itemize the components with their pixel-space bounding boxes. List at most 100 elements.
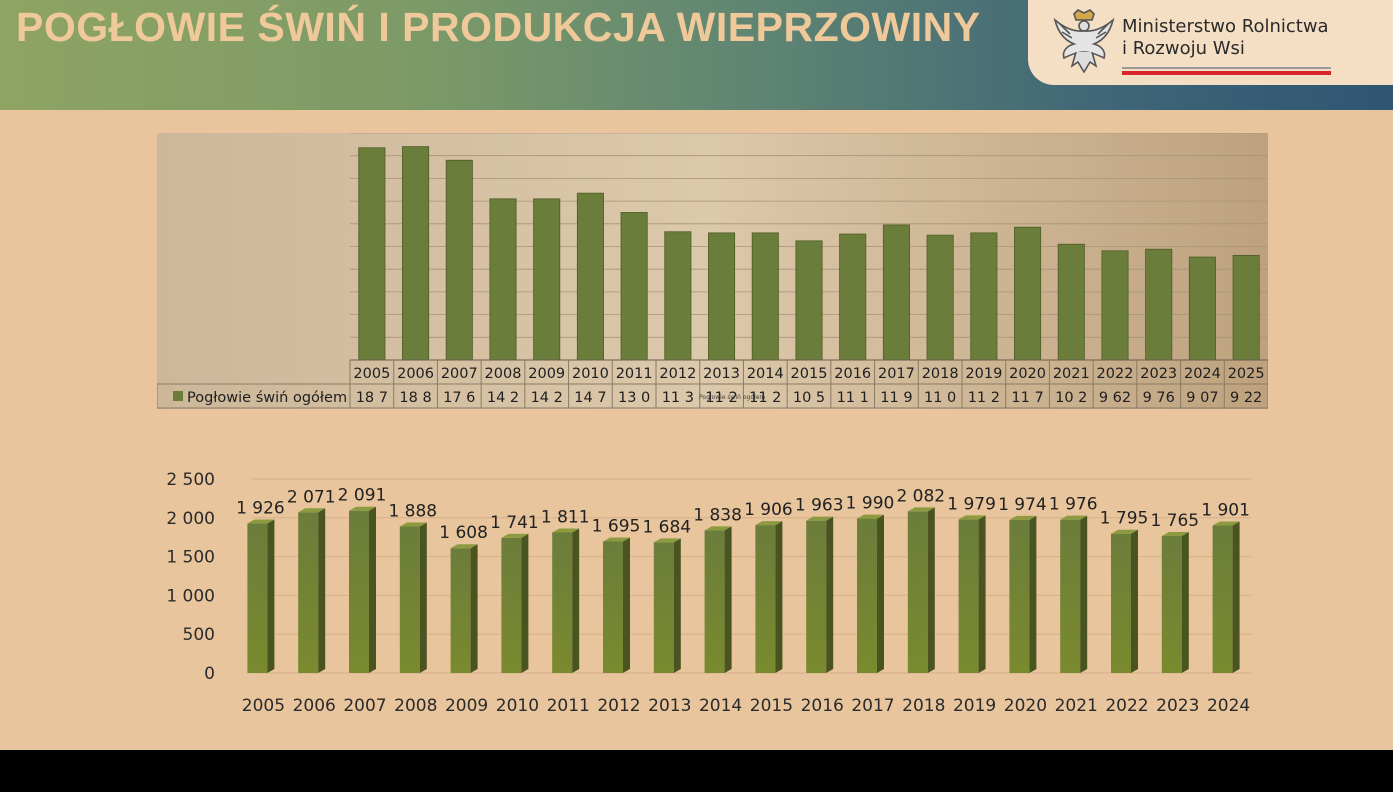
chart2-value-label: 2 082: [896, 486, 945, 506]
chart2-bar-side: [419, 522, 427, 673]
chart2-value-label: 1 990: [846, 494, 895, 514]
chart2-bar-2023: [1161, 536, 1182, 673]
chart2-bar-side: [1232, 521, 1240, 673]
chart1-bar-2006: [402, 146, 430, 361]
chart2-bar-2013: [653, 542, 674, 673]
chart2-bar-side: [877, 514, 884, 673]
chart2-category-label: 2021: [1055, 696, 1098, 716]
chart2-value-label: 1 765: [1150, 511, 1199, 531]
chart1-category-label: 2010: [572, 366, 609, 382]
chart1-category-label: 2005: [353, 366, 390, 382]
chart1-category-label: 2017: [878, 366, 915, 382]
chart2-bar-side: [978, 515, 986, 673]
chart1-table-value: 11 7: [1011, 390, 1043, 406]
chart2-bar-2022: [1111, 533, 1131, 673]
chart2-value-label: 1 795: [1100, 509, 1149, 529]
chart1-table-value: 10 5: [793, 390, 825, 406]
chart2-bar-2006: [298, 512, 319, 673]
chart2-bar-top: [1111, 529, 1138, 534]
chart2-bar-top: [857, 514, 884, 519]
chart2-bar-2017: [857, 518, 877, 673]
chart1-category-label: 2025: [1228, 366, 1265, 382]
chart1-category-label: 2023: [1140, 366, 1177, 382]
herd-size-chart: 2005 2006 2007 2008 2009 2010 2011 2012 2013 2014…: [157, 133, 1268, 409]
chart2-category-label: 2009: [445, 696, 488, 716]
chart2-category-label: 2016: [801, 696, 844, 716]
chart2-category-label: 2024: [1207, 696, 1250, 716]
chart1-category-label: 2015: [791, 366, 828, 382]
chart1-table-value: 18 8: [399, 390, 431, 406]
chart1-category-label: 2014: [747, 366, 784, 382]
chart1-table-value: 13 0: [618, 390, 650, 406]
chart2-bar-top: [552, 528, 580, 533]
chart1-category-label: 2024: [1184, 366, 1221, 382]
chart1-bar-2020: [1014, 226, 1042, 361]
chart2-bar-side: [623, 537, 630, 673]
chart1-bar-2014: [751, 232, 779, 361]
chart1-bar-2015: [795, 240, 823, 361]
chart2-bar-top: [1060, 515, 1088, 520]
chart2-category-label: 2013: [648, 696, 691, 716]
chart2-bar-top: [755, 521, 783, 526]
chart2-bar-2015: [755, 525, 776, 673]
chart2-bar-side: [267, 519, 275, 673]
chart1-category-label: 2019: [965, 366, 1002, 382]
chart1-table-value: 14 7: [574, 390, 606, 406]
chart2-category-label: 2015: [750, 696, 793, 716]
chart2-bar-top: [450, 544, 478, 549]
chart2-category-label: 2020: [1004, 696, 1047, 716]
chart1-bar-2010: [576, 192, 604, 361]
chart1-category-label: 2021: [1053, 366, 1090, 382]
chart1-table-value: 14 2: [487, 390, 519, 406]
chart1-table-value: 9 62: [1099, 390, 1131, 406]
chart2-bar-2011: [552, 532, 573, 673]
chart2-bar-2021: [1060, 519, 1081, 673]
chart2-bar-top: [907, 507, 935, 512]
chart1-bar-2009: [533, 198, 561, 361]
chart2-bar-2019: [958, 519, 979, 673]
chart2-value-label: 2 091: [338, 486, 387, 506]
chart2-value-label: 1 926: [236, 499, 285, 519]
chart2-bar-top: [1009, 515, 1037, 520]
chart1-table-value: 11 0: [924, 390, 956, 406]
chart2-bar-2020: [1009, 519, 1030, 673]
logo-rule-grey: [1122, 67, 1331, 69]
chart2-bar-2014: [704, 530, 725, 673]
chart2-bar-side: [673, 538, 681, 673]
chart2-bar-top: [349, 506, 376, 511]
chart1-bar-2017: [882, 224, 910, 361]
chart1-bar-2012: [664, 231, 692, 361]
chart2-ytick-label: 2 000: [166, 509, 215, 529]
chart2-value-label: 2 071: [287, 487, 336, 507]
chart2-category-label: 2018: [902, 696, 945, 716]
chart1-category-label: 2013: [703, 366, 740, 382]
chart1-category-label: 2018: [922, 366, 959, 382]
chart2-bar-side: [1181, 532, 1189, 673]
chart1-bar-2016: [839, 233, 867, 361]
chart2-value-label: 1 979: [947, 494, 996, 514]
chart1-table-value: 9 07: [1186, 390, 1218, 406]
chart1-table-value: 11 1: [837, 390, 869, 406]
slide: POGŁOWIE ŚWIŃ I PRODUKCJA WIEPRZOWINY Mi…: [0, 0, 1393, 750]
chart2-value-label: 1 608: [439, 523, 488, 543]
chart1-bar-2007: [445, 159, 473, 361]
chart2-value-label: 1 976: [1049, 495, 1098, 515]
chart2-bar-side: [1131, 529, 1138, 673]
ministry-logo: Ministerstwo Rolnictwa i Rozwoju Wsi: [1028, 0, 1393, 85]
chart1-category-label: 2020: [1009, 366, 1046, 382]
chart2-value-label: 1 684: [642, 517, 691, 537]
chart2-bar-side: [927, 507, 935, 673]
chart2-category-label: 2012: [597, 696, 640, 716]
chart1-table-value: 9 22: [1230, 390, 1262, 406]
chart1-bar-2024: [1188, 256, 1216, 361]
logo-rule-red: [1122, 71, 1331, 75]
chart2-bar-top: [247, 519, 275, 524]
chart1-bar-2023: [1145, 248, 1173, 361]
chart1-bar-2022: [1101, 250, 1129, 361]
pork-production-chart: 0 500 1 000 1 500 2 000 2 500 1 926 2005 2 071 20…: [166, 470, 1251, 716]
chart2-ytick-label: 2 500: [166, 470, 215, 490]
chart1-table-value: 11 2: [968, 390, 1000, 406]
chart1-table-value: 10 2: [1055, 390, 1087, 406]
chart2-bar-side: [318, 508, 326, 673]
chart2-bar-top: [399, 522, 427, 527]
